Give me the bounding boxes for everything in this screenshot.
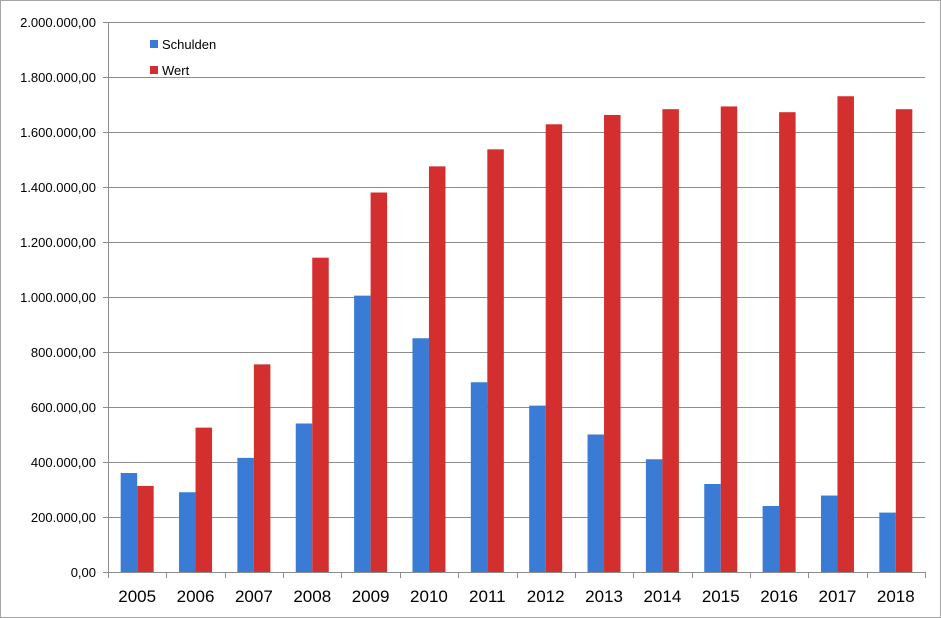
y-tick-label: 0,00 [71, 565, 96, 580]
x-axis-tick-labels: 2005 2006 2007 2008 2009 2010 2011 2012 2013 2014… [118, 587, 914, 606]
x-tick-label: 2005 [118, 587, 156, 606]
y-tick-label: 1.600.000,00 [20, 125, 96, 140]
gridlines [108, 22, 925, 518]
bar-wert-2017 [837, 96, 854, 572]
bar-schulden-2008 [295, 423, 313, 572]
x-tick-label: 2015 [702, 587, 740, 606]
x-tick-label: 2010 [410, 587, 448, 606]
y-tick-label: 1.800.000,00 [20, 70, 96, 85]
bar-schulden-2015 [704, 484, 721, 572]
axes [103, 22, 926, 578]
x-tick-label: 2006 [177, 587, 215, 606]
bar-schulden-2010 [412, 338, 429, 572]
bar-wert-2018 [895, 109, 913, 573]
legend-label-schulden: Schulden [162, 37, 216, 52]
y-tick-label: 1.200.000,00 [20, 235, 96, 250]
bar-schulden-2018 [879, 512, 896, 572]
y-axis-tick-labels: 0,00 200.000,00 400.000,00 600.000,00 800.00… [20, 15, 96, 580]
x-tick-label: 2018 [877, 587, 915, 606]
bar-schulden-2017 [820, 495, 838, 572]
y-tick-label: 2.000.000,00 [20, 15, 96, 30]
bar-schulden-2009 [354, 295, 371, 572]
bars [120, 96, 913, 573]
bar-wert-2009 [370, 192, 388, 572]
bar-wert-2007 [253, 364, 271, 573]
bar-schulden-2006 [179, 492, 196, 572]
bar-schulden-2005 [120, 473, 138, 572]
x-tick-label: 2017 [819, 587, 857, 606]
x-tick-label: 2013 [585, 587, 623, 606]
x-tick-label: 2016 [760, 587, 798, 606]
bar-wert-2015 [720, 106, 738, 573]
bar-wert-2011 [487, 149, 504, 572]
x-tick-label: 2009 [352, 587, 390, 606]
legend-swatch-schulden [150, 40, 158, 48]
y-tick-label: 800.000,00 [31, 345, 96, 360]
bar-wert-2010 [428, 166, 446, 573]
x-tick-label: 2007 [235, 587, 273, 606]
y-tick-label: 400.000,00 [31, 455, 96, 470]
bar-wert-2014 [662, 109, 679, 573]
legend-label-wert: Wert [162, 63, 190, 78]
bar-schulden-2016 [762, 506, 780, 572]
legend-swatch-wert [150, 66, 158, 74]
bar-schulden-2011 [470, 382, 488, 572]
bar-schulden-2012 [529, 405, 546, 573]
y-tick-label: 1.000.000,00 [20, 290, 96, 305]
bar-schulden-2007 [237, 457, 254, 573]
x-tick-label: 2014 [643, 587, 681, 606]
bar-wert-2012 [545, 124, 563, 573]
x-tick-label: 2012 [527, 587, 565, 606]
y-tick-label: 1.400.000,00 [20, 180, 96, 195]
y-tick-label: 200.000,00 [31, 510, 96, 525]
bar-wert-2016 [779, 112, 796, 572]
x-tick-label: 2011 [469, 587, 506, 606]
bar-schulden-2013 [587, 434, 605, 572]
bar-wert-2005 [137, 485, 154, 572]
bar-wert-2013 [604, 114, 621, 572]
legend: Schulden Wert [150, 37, 216, 78]
bar-schulden-2014 [645, 459, 663, 572]
x-tick-label: 2008 [293, 587, 331, 606]
bar-wert-2006 [195, 427, 213, 573]
bar-wert-2008 [312, 257, 329, 572]
y-tick-label: 600.000,00 [31, 400, 96, 415]
